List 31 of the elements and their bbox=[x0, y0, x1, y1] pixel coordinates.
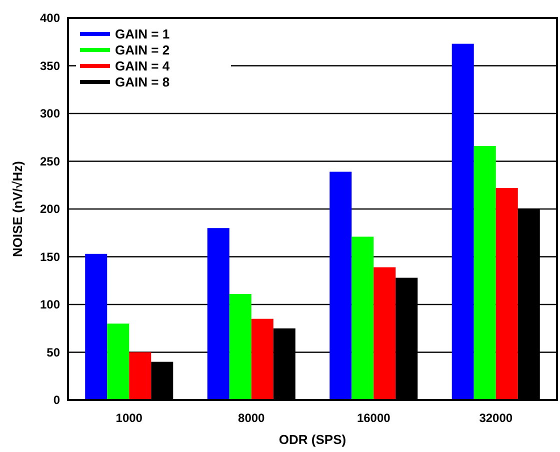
legend-label: GAIN = 8 bbox=[115, 74, 170, 90]
y-tick-label: 300 bbox=[40, 106, 60, 121]
y-tick-label: 50 bbox=[46, 345, 60, 360]
x-tick-label: 32000 bbox=[479, 411, 513, 425]
y-tick-label: 350 bbox=[40, 58, 60, 73]
y-tick-label: 200 bbox=[40, 202, 60, 216]
bar bbox=[474, 146, 496, 400]
x-tick-label: 8000 bbox=[238, 411, 266, 425]
y-tick-label: 100 bbox=[40, 298, 60, 312]
bar bbox=[229, 294, 252, 400]
legend-label: GAIN = 1 bbox=[115, 26, 170, 42]
bar bbox=[352, 236, 374, 400]
bar bbox=[496, 188, 518, 400]
y-tick-label: 400 bbox=[40, 11, 60, 26]
bar bbox=[107, 324, 130, 400]
bar bbox=[85, 254, 108, 400]
bar bbox=[129, 352, 152, 400]
y-axis-title: NOISE (nV/√Hz) bbox=[10, 161, 25, 257]
y-tick-label: 150 bbox=[40, 250, 60, 264]
y-tick-label: 0 bbox=[53, 393, 60, 408]
bar bbox=[374, 267, 396, 400]
bar bbox=[452, 44, 474, 400]
x-tick-label: 16000 bbox=[356, 411, 391, 425]
bar bbox=[207, 228, 230, 400]
bar bbox=[251, 318, 274, 400]
legend-label: GAIN = 2 bbox=[115, 42, 170, 58]
y-tick-label: 250 bbox=[40, 154, 60, 168]
bar bbox=[330, 172, 352, 400]
x-tick-label: 1000 bbox=[116, 411, 143, 425]
legend-label: GAIN = 4 bbox=[115, 58, 170, 74]
x-axis-title: ODR (SPS) bbox=[278, 432, 346, 447]
